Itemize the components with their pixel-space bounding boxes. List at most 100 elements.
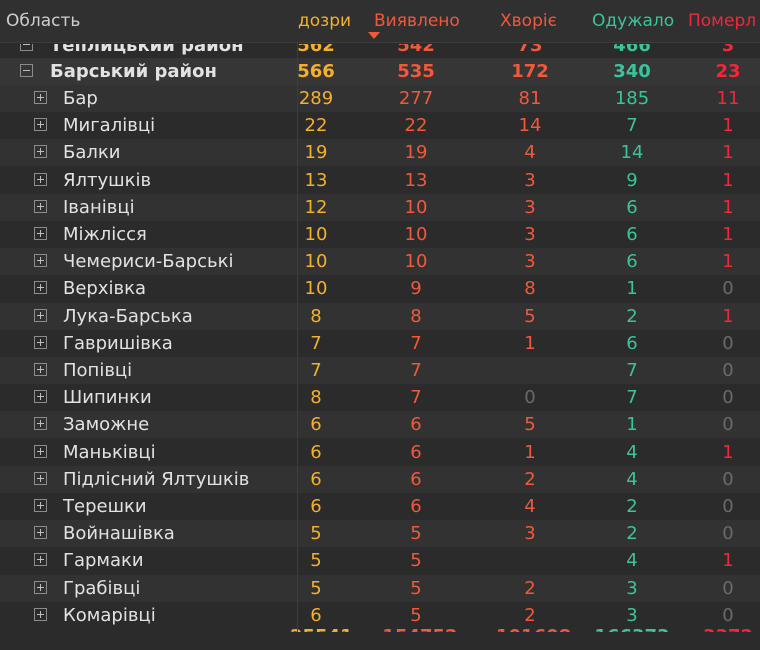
table-row[interactable]: Ялтушків 13 13 3 9 1 xyxy=(0,167,760,194)
row-tested: 566 xyxy=(297,61,335,82)
expand-icon[interactable] xyxy=(34,445,47,458)
district-row[interactable]: Барський район 566 535 172 340 23 xyxy=(0,58,760,85)
expand-icon[interactable] xyxy=(34,581,47,594)
table-row[interactable]: Грабівці 5 5 2 3 0 xyxy=(0,575,760,602)
row-detected: 6 xyxy=(410,442,422,463)
table-row[interactable]: Іванівці 12 10 3 6 1 xyxy=(0,194,760,221)
row-recovered: 185 xyxy=(614,88,650,109)
row-sick: 8 xyxy=(524,278,536,299)
table-row[interactable]: Маньківці 6 6 1 4 1 xyxy=(0,439,760,466)
table-row[interactable]: Лука-Барська 8 8 5 2 1 xyxy=(0,303,760,330)
sort-descending-icon xyxy=(368,32,380,39)
expand-icon[interactable] xyxy=(34,336,47,349)
row-recovered: 1 xyxy=(626,414,638,435)
row-recovered: 9 xyxy=(626,170,638,191)
table-row[interactable]: Гавришівка 7 7 1 6 0 xyxy=(0,330,760,357)
row-name: Мигалівці xyxy=(63,115,156,136)
row-recovered: 6 xyxy=(626,224,638,245)
row-detected: 19 xyxy=(404,142,428,163)
row-died: 0 xyxy=(722,387,734,408)
table-row[interactable]: Чемериси-Барські 10 10 3 6 1 xyxy=(0,248,760,275)
table-row[interactable]: Мигалівці 22 22 14 7 1 xyxy=(0,112,760,139)
row-died: 1 xyxy=(722,142,734,163)
table-row[interactable]: Комарівці 6 5 2 3 0 xyxy=(0,602,760,629)
row-sick: 5 xyxy=(524,306,536,327)
expand-icon[interactable] xyxy=(34,553,47,566)
row-died: 1 xyxy=(722,224,734,245)
expand-icon[interactable] xyxy=(34,526,47,539)
table-row[interactable]: Попівці 7 7 7 0 xyxy=(0,357,760,384)
row-name: Теплицький район xyxy=(50,35,244,56)
table-row[interactable]: Войнашівка 5 5 3 2 0 xyxy=(0,520,760,547)
table-row[interactable]: Заможне 6 6 5 1 0 xyxy=(0,411,760,438)
table-row[interactable]: Міжлісся 10 10 3 6 1 xyxy=(0,221,760,248)
row-detected: 6 xyxy=(410,496,422,517)
row-died: 11 xyxy=(716,88,740,109)
expand-icon[interactable] xyxy=(34,118,47,131)
expand-icon[interactable] xyxy=(34,390,47,403)
row-detected: 535 xyxy=(397,61,435,82)
row-died: 3 xyxy=(721,35,735,56)
row-died: 1 xyxy=(722,306,734,327)
collapse-icon[interactable] xyxy=(20,64,33,77)
table-row[interactable]: Балки 19 19 4 14 1 xyxy=(0,139,760,166)
row-recovered: 6 xyxy=(626,251,638,272)
row-detected: 6 xyxy=(410,469,422,490)
table-row[interactable]: Верхівка 10 9 8 1 0 xyxy=(0,275,760,302)
expand-icon[interactable] xyxy=(34,417,47,430)
row-name: Маньківці xyxy=(63,442,156,463)
expand-icon[interactable] xyxy=(34,472,47,485)
district-row-partial[interactable]: Теплицький район 562 542 73 466 3 xyxy=(0,35,760,59)
row-sick: 3 xyxy=(524,251,536,272)
collapse-icon[interactable] xyxy=(20,44,33,51)
row-died: 23 xyxy=(715,61,741,82)
table-row[interactable]: Бар 289 277 81 185 11 xyxy=(0,85,760,112)
row-sick: 4 xyxy=(524,496,536,517)
expand-icon[interactable] xyxy=(34,91,47,104)
table-row[interactable]: Терешки 6 6 4 2 0 xyxy=(0,493,760,520)
expand-icon[interactable] xyxy=(34,200,47,213)
column-header-died[interactable]: Померл xyxy=(688,11,757,31)
column-header-area[interactable]: Область xyxy=(6,11,81,31)
row-detected: 9 xyxy=(410,278,422,299)
totals-row-partial[interactable]: 25541 154752 101608 166373 3372 xyxy=(0,623,760,647)
expand-icon[interactable] xyxy=(34,608,47,621)
row-detected: 6 xyxy=(410,414,422,435)
column-header-sick[interactable]: Хворіє xyxy=(500,11,557,31)
expand-icon[interactable] xyxy=(34,254,47,267)
row-name: Міжлісся xyxy=(63,224,147,245)
expand-icon[interactable] xyxy=(34,227,47,240)
row-detected: 5 xyxy=(410,605,422,626)
row-sick: 101608 xyxy=(496,626,572,647)
row-name: Войнашівка xyxy=(63,523,175,544)
row-name: Попівці xyxy=(63,360,133,381)
expand-icon[interactable] xyxy=(34,363,47,376)
row-name: Комарівці xyxy=(63,605,156,626)
row-name: Бар xyxy=(63,88,98,109)
table-body: Теплицький район 562 542 73 466 3 Барськ… xyxy=(0,35,760,632)
row-died: 0 xyxy=(722,360,734,381)
row-name: Верхівка xyxy=(63,278,147,299)
column-header-tested[interactable]: дозри xyxy=(298,11,352,31)
table-row[interactable]: Гармаки 5 5 4 1 xyxy=(0,547,760,574)
expand-icon[interactable] xyxy=(34,145,47,158)
expand-icon[interactable] xyxy=(34,281,47,294)
table-row[interactable]: Підлісний Ялтушків 6 6 2 4 0 xyxy=(0,466,760,493)
row-detected: 7 xyxy=(410,387,422,408)
expand-icon[interactable] xyxy=(34,173,47,186)
expand-icon[interactable] xyxy=(34,499,47,512)
row-detected: 10 xyxy=(404,251,428,272)
table-header: Область дозри Виявлено Хворіє Одужало По… xyxy=(0,0,760,43)
row-name: Лука-Барська xyxy=(63,306,193,327)
row-detected: 5 xyxy=(410,523,422,544)
column-header-detected[interactable]: Виявлено xyxy=(374,11,460,31)
column-header-recovered[interactable]: Одужало xyxy=(592,11,675,31)
row-died: 1 xyxy=(722,197,734,218)
row-recovered: 2 xyxy=(626,523,638,544)
row-recovered: 4 xyxy=(626,550,638,571)
table-row[interactable]: Шипинки 8 7 0 7 0 xyxy=(0,384,760,411)
row-sick: 2 xyxy=(524,578,536,599)
row-tested: 25541 xyxy=(290,626,353,647)
expand-icon[interactable] xyxy=(34,309,47,322)
row-tested: 289 xyxy=(298,88,334,109)
